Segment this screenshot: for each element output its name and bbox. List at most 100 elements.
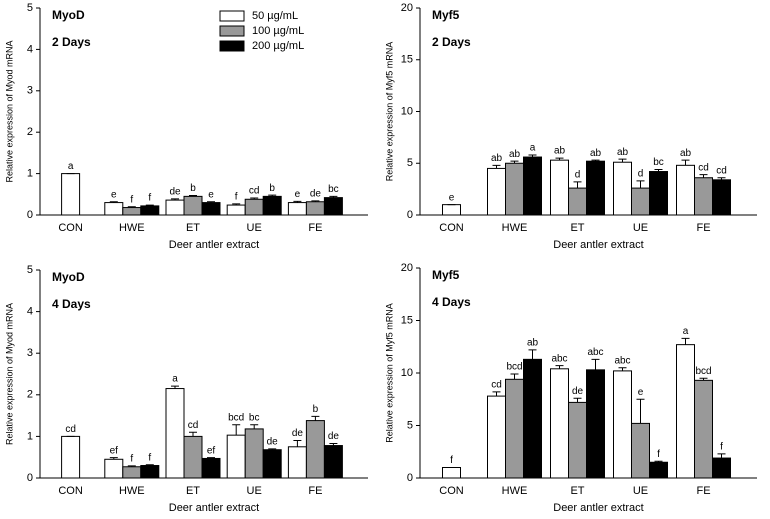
significance-letter: de bbox=[292, 428, 304, 439]
bar bbox=[505, 378, 524, 479]
panel-title: Myf5 bbox=[432, 8, 460, 22]
bar bbox=[613, 370, 632, 479]
bar bbox=[122, 207, 142, 216]
bar bbox=[694, 379, 713, 479]
error-bar bbox=[618, 158, 627, 163]
bar bbox=[122, 466, 142, 479]
x-tick-label: FE bbox=[696, 222, 710, 234]
significance-letter: d bbox=[575, 170, 581, 181]
legend-label: 100 µg/mL bbox=[252, 25, 304, 37]
y-axis-label: Relative expression of Myod mRNA bbox=[4, 40, 14, 182]
bar bbox=[104, 458, 124, 479]
y-tick-label: 0 bbox=[407, 209, 413, 221]
bar bbox=[631, 187, 650, 216]
bar bbox=[287, 202, 307, 216]
bar bbox=[305, 201, 325, 216]
error-bar bbox=[591, 159, 600, 162]
y-tick-label: 15 bbox=[401, 54, 413, 66]
error-bar bbox=[109, 457, 118, 460]
significance-letter: f bbox=[235, 191, 238, 202]
significance-letter: abc bbox=[614, 355, 630, 366]
significance-letter: ab bbox=[527, 338, 539, 349]
bar bbox=[487, 167, 506, 216]
x-tick-label: ET bbox=[186, 222, 200, 234]
bar bbox=[649, 171, 668, 216]
significance-letter: a bbox=[683, 326, 689, 337]
x-tick-label: UE bbox=[633, 485, 648, 497]
error-bar bbox=[293, 440, 302, 447]
x-tick-label: ET bbox=[570, 222, 584, 234]
significance-letter: cd bbox=[188, 420, 199, 431]
error-bar bbox=[636, 398, 645, 424]
error-bar bbox=[145, 204, 154, 206]
error-bar bbox=[207, 457, 215, 459]
y-tick-label: 3 bbox=[27, 347, 33, 359]
error-bar bbox=[207, 201, 215, 203]
significance-letter: f bbox=[450, 455, 453, 466]
error-bar bbox=[555, 365, 564, 369]
significance-letter: f bbox=[130, 194, 133, 205]
y-tick-label: 15 bbox=[401, 314, 413, 326]
significance-letter: b bbox=[190, 183, 196, 194]
bar bbox=[694, 177, 713, 216]
x-tick-label: UE bbox=[633, 222, 648, 234]
error-bar bbox=[250, 424, 259, 429]
significance-letter: a bbox=[530, 143, 536, 154]
error-bar bbox=[250, 197, 259, 200]
bar bbox=[183, 195, 203, 216]
x-tick-label: ET bbox=[186, 485, 200, 497]
error-bar bbox=[510, 160, 519, 164]
significance-letter: b bbox=[269, 183, 275, 194]
x-tick-label: CON bbox=[439, 222, 464, 234]
significance-letter: cd bbox=[491, 380, 502, 391]
significance-letter: bc bbox=[328, 184, 339, 195]
significance-letter: cd bbox=[65, 424, 76, 435]
significance-letter: e bbox=[449, 192, 455, 203]
x-tick-label: CON bbox=[58, 222, 83, 234]
error-bar bbox=[311, 200, 320, 202]
bar bbox=[712, 179, 731, 216]
bar bbox=[244, 428, 264, 479]
bar bbox=[613, 161, 632, 216]
error-bar bbox=[699, 377, 708, 381]
bar bbox=[305, 420, 325, 479]
error-bar bbox=[654, 460, 663, 463]
error-bar bbox=[681, 159, 690, 166]
significance-letter: ab bbox=[509, 149, 521, 160]
y-tick-label: 20 bbox=[401, 2, 413, 14]
significance-letter: a bbox=[68, 161, 74, 172]
bar bbox=[262, 195, 282, 216]
significance-letter: d bbox=[638, 168, 644, 179]
y-axis-label: Relative expression of Myod mRNA bbox=[4, 303, 14, 445]
x-tick-label: HWE bbox=[119, 485, 145, 497]
error-bar bbox=[171, 198, 179, 201]
bar bbox=[201, 202, 221, 216]
panel-subtitle: 2 Days bbox=[432, 35, 471, 49]
y-tick-label: 5 bbox=[27, 2, 33, 14]
error-bar bbox=[528, 154, 537, 158]
significance-letter: f bbox=[720, 441, 723, 452]
legend-swatch bbox=[219, 25, 245, 37]
significance-letter: ef bbox=[207, 445, 216, 456]
panel-subtitle: 4 Days bbox=[432, 295, 471, 309]
error-bar bbox=[171, 385, 179, 389]
x-tick-label: ET bbox=[570, 485, 584, 497]
error-bar bbox=[189, 431, 197, 437]
error-bar bbox=[293, 200, 302, 203]
error-bar bbox=[492, 391, 501, 397]
bar bbox=[568, 401, 587, 479]
panel-subtitle: 4 Days bbox=[52, 297, 91, 311]
significance-letter: ab bbox=[617, 147, 629, 158]
y-tick-label: 2 bbox=[27, 389, 33, 401]
error-bar bbox=[145, 464, 154, 466]
bar bbox=[442, 467, 461, 479]
error-bar bbox=[329, 195, 338, 198]
significance-letter: bc bbox=[249, 412, 260, 423]
error-bar bbox=[681, 337, 690, 345]
significance-letter: ab bbox=[554, 146, 566, 157]
y-axis-label: Relative expression of Myf5 mRNA bbox=[384, 303, 394, 443]
error-bar bbox=[717, 177, 726, 180]
bar bbox=[61, 435, 81, 479]
bar bbox=[226, 434, 246, 479]
